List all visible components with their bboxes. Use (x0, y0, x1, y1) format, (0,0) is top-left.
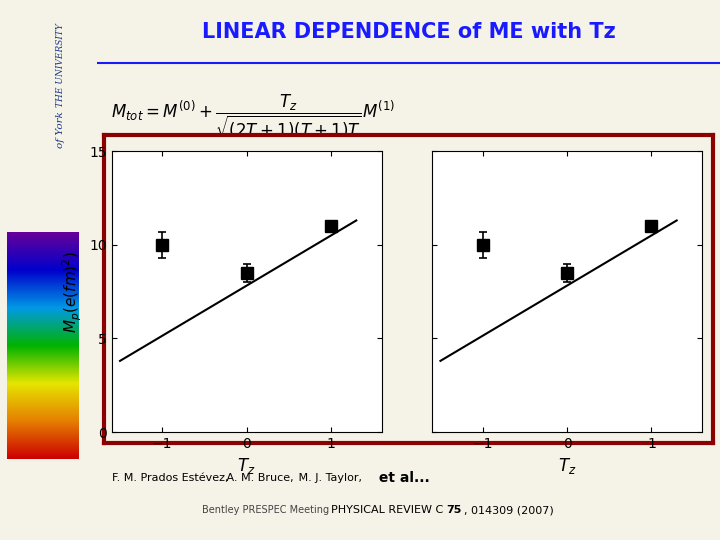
Text: et al...: et al... (374, 471, 430, 485)
Text: PHYSICAL REVIEW C: PHYSICAL REVIEW C (331, 505, 447, 515)
Text: 75: 75 (446, 505, 462, 515)
Text: LINEAR DEPENDENCE of ME with Tz: LINEAR DEPENDENCE of ME with Tz (202, 22, 616, 42)
Text: of York: of York (55, 111, 65, 148)
Text: M. J. Taylor,: M. J. Taylor, (295, 473, 362, 483)
X-axis label: $T_z$: $T_z$ (558, 456, 576, 476)
Text: Bentley PRESPEC Meeting: Bentley PRESPEC Meeting (202, 505, 329, 515)
Text: F. M. Prados Estévez,: F. M. Prados Estévez, (112, 473, 228, 483)
Y-axis label: $M_p(e(fm)^2)$: $M_p(e(fm)^2)$ (60, 251, 84, 333)
Text: A. M. Bruce,: A. M. Bruce, (223, 473, 294, 483)
X-axis label: $T_z$: $T_z$ (238, 456, 256, 476)
Text: THE UNIVERSITY: THE UNIVERSITY (55, 23, 65, 107)
Text: , 014309 (2007): , 014309 (2007) (464, 505, 554, 515)
Text: $M_{tot} = M^{(0)} + \dfrac{T_z}{\sqrt{(2T+1)(T+1)T}}M^{(1)}$: $M_{tot} = M^{(0)} + \dfrac{T_z}{\sqrt{(… (111, 92, 395, 141)
